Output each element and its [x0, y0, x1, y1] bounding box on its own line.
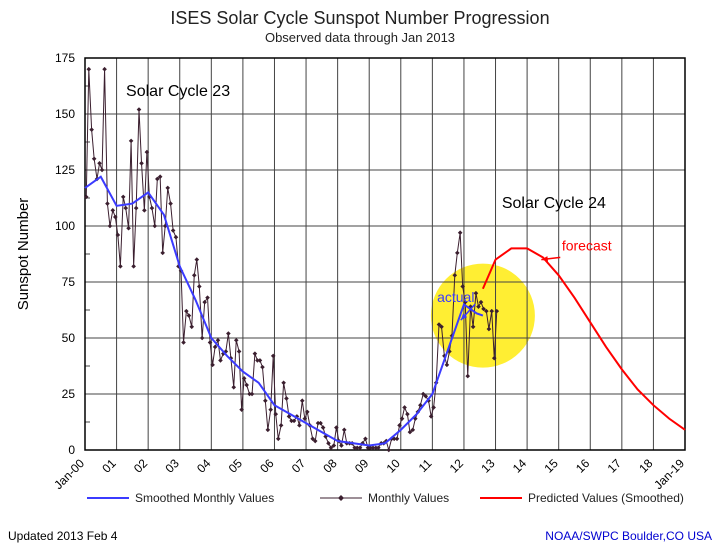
svg-text:01: 01 [99, 456, 119, 476]
svg-text:25: 25 [62, 387, 76, 401]
svg-text:10: 10 [384, 456, 404, 476]
legend-forecast: Predicted Values (Smoothed) [528, 491, 684, 505]
x-ticks: Jan-00 01 02 03 04 05 06 07 08 09 10 11 12 13 14 15 16 17… [51, 456, 687, 492]
legend-smooth: Smoothed Monthly Values [135, 491, 274, 505]
svg-text:08: 08 [320, 456, 340, 476]
y-axis-label: Sunspot Number [15, 198, 32, 311]
svg-text:04: 04 [194, 456, 214, 476]
svg-text:16: 16 [573, 456, 593, 476]
chart-title: ISES Solar Cycle Sunspot Number Progress… [170, 8, 549, 28]
sunspot-chart: 0255075100125150175Jan-00010203040506070… [0, 0, 720, 550]
svg-text:12: 12 [447, 456, 467, 476]
svg-text:100: 100 [55, 219, 75, 233]
svg-text:17: 17 [605, 456, 625, 476]
label-forecast: forecast [562, 238, 612, 254]
grid: 0 25 50 75 100 125 150 175 [55, 51, 685, 457]
svg-text:13: 13 [478, 456, 498, 476]
footer-updated: Updated 2013 Feb 4 [8, 529, 118, 543]
label-actual: actual [437, 289, 474, 305]
label-solar-cycle-23: Solar Cycle 23 [126, 83, 230, 100]
footer-source: NOAA/SWPC Boulder,CO USA [545, 529, 712, 543]
svg-text:50: 50 [62, 331, 76, 345]
chart-subtitle: Observed data through Jan 2013 [265, 30, 455, 45]
smoothed-line [85, 177, 483, 446]
svg-text:07: 07 [289, 456, 309, 476]
svg-text:18: 18 [636, 456, 656, 476]
svg-text:0: 0 [68, 443, 75, 457]
svg-text:03: 03 [163, 456, 183, 476]
legend-monthly: Monthly Values [368, 491, 449, 505]
svg-text:175: 175 [55, 51, 75, 65]
svg-text:09: 09 [352, 456, 372, 476]
svg-text:150: 150 [55, 107, 75, 121]
svg-text:06: 06 [257, 456, 277, 476]
svg-text:Jan-00: Jan-00 [51, 456, 87, 492]
svg-text:15: 15 [541, 456, 561, 476]
svg-text:11: 11 [416, 456, 435, 475]
svg-text:14: 14 [510, 456, 530, 476]
svg-text:Jan-19: Jan-19 [651, 456, 687, 492]
svg-text:75: 75 [62, 275, 76, 289]
svg-text:02: 02 [131, 456, 151, 476]
svg-text:05: 05 [226, 456, 246, 476]
label-solar-cycle-24: Solar Cycle 24 [502, 195, 606, 212]
svg-text:125: 125 [55, 163, 75, 177]
